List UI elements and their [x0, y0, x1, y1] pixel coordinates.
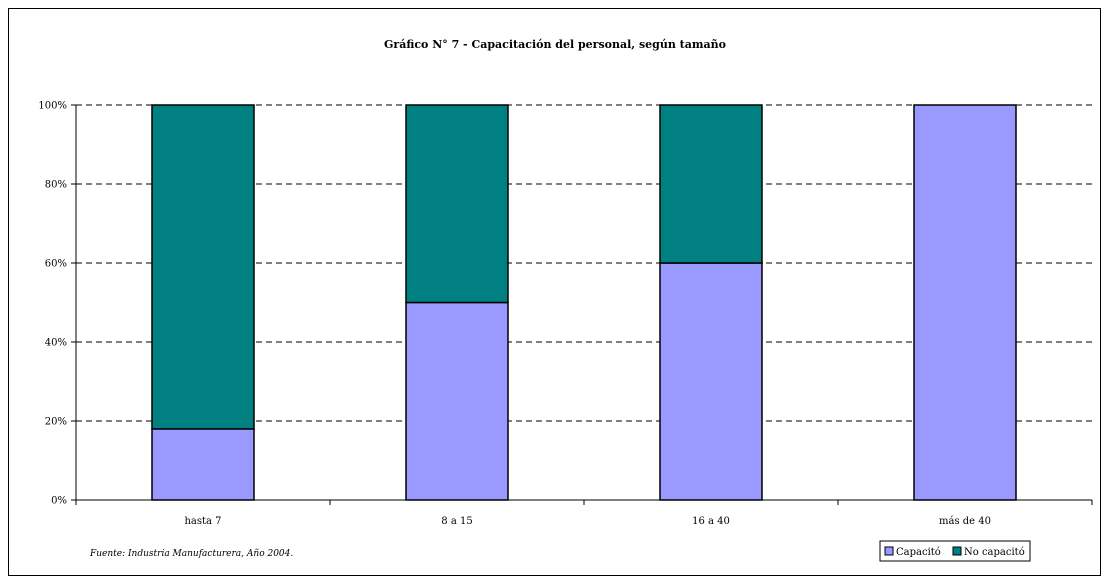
- legend-label-capacito: Capacitó: [896, 547, 941, 558]
- x-tick-labels: hasta 7 8 a 15 16 a 40 más de 40: [184, 516, 991, 527]
- bar-no-capacito: [659, 104, 763, 264]
- x-tick-label: 8 a 15: [441, 516, 472, 527]
- legend-swatch-no-capacito: [952, 546, 962, 556]
- chart-title: Gráfico N° 7 - Capacitación del personal…: [384, 38, 726, 51]
- bar-no-capacito: [151, 104, 255, 430]
- y-tick-label: 80%: [45, 180, 67, 191]
- bar-capacito: [405, 301, 509, 501]
- legend-label-no-capacito: No capacitó: [964, 547, 1025, 558]
- bar-no-capacito: [405, 104, 509, 304]
- x-tick-label: hasta 7: [184, 516, 221, 527]
- x-tick-label: 16 a 40: [692, 516, 730, 527]
- y-tick-label: 20%: [45, 417, 67, 428]
- source-note: Fuente: Industria Manufacturera, Año 200…: [89, 549, 293, 559]
- x-tick-label: más de 40: [939, 516, 991, 527]
- bar-capacito: [913, 104, 1017, 501]
- y-tick-label: 0%: [51, 496, 67, 507]
- legend-swatch-capacito: [884, 546, 894, 556]
- y-tick-labels: 0% 20% 40% 60% 80% 100%: [38, 101, 67, 507]
- y-tick-label: 100%: [38, 101, 67, 112]
- bar-capacito: [659, 262, 763, 501]
- y-tick-label: 60%: [45, 259, 67, 270]
- bar-capacito: [151, 428, 255, 501]
- y-tick-label: 40%: [45, 338, 67, 349]
- legend: Capacitó No capacitó: [879, 540, 1031, 562]
- bars: [151, 104, 1017, 501]
